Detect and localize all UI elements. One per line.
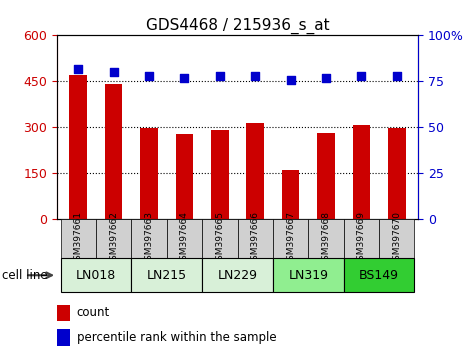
Bar	[57, 329, 70, 346]
Text: GSM397662: GSM397662	[109, 211, 118, 267]
FancyBboxPatch shape	[273, 258, 344, 292]
Text: LN319: LN319	[288, 269, 328, 282]
Text: cell line: cell line	[2, 269, 48, 282]
Bar	[282, 170, 299, 219]
FancyBboxPatch shape	[344, 258, 415, 292]
FancyBboxPatch shape	[131, 219, 167, 258]
FancyBboxPatch shape	[379, 219, 415, 258]
FancyBboxPatch shape	[344, 219, 379, 258]
Point	[110, 69, 117, 75]
Point	[75, 66, 82, 72]
Point	[216, 73, 224, 79]
Text: GSM397665: GSM397665	[215, 211, 224, 267]
Bar	[140, 128, 158, 219]
FancyBboxPatch shape	[167, 219, 202, 258]
Bar	[317, 133, 335, 219]
Point	[145, 73, 153, 79]
Text: LN215: LN215	[147, 269, 187, 282]
Bar	[176, 134, 193, 219]
FancyBboxPatch shape	[308, 219, 344, 258]
Text: LN018: LN018	[76, 269, 116, 282]
Text: GSM397667: GSM397667	[286, 211, 295, 267]
Title: GDS4468 / 215936_s_at: GDS4468 / 215936_s_at	[146, 18, 329, 34]
Text: GSM397670: GSM397670	[392, 211, 401, 267]
Text: GSM397666: GSM397666	[251, 211, 260, 267]
Text: BS149: BS149	[359, 269, 399, 282]
Text: GSM397668: GSM397668	[322, 211, 331, 267]
FancyBboxPatch shape	[238, 219, 273, 258]
FancyBboxPatch shape	[202, 219, 238, 258]
Point	[393, 73, 400, 79]
Point	[251, 73, 259, 79]
FancyBboxPatch shape	[202, 258, 273, 292]
Text: count: count	[77, 306, 110, 319]
FancyBboxPatch shape	[131, 258, 202, 292]
Text: GSM397663: GSM397663	[144, 211, 153, 267]
FancyBboxPatch shape	[60, 258, 131, 292]
Point	[322, 75, 330, 81]
FancyBboxPatch shape	[273, 219, 308, 258]
Point	[358, 73, 365, 79]
FancyBboxPatch shape	[60, 219, 96, 258]
Bar	[247, 123, 264, 219]
Text: GSM397661: GSM397661	[74, 211, 83, 267]
Point	[287, 77, 294, 82]
Bar	[105, 84, 123, 219]
FancyBboxPatch shape	[96, 219, 131, 258]
Bar	[352, 125, 370, 219]
Bar	[69, 75, 87, 219]
Point	[180, 75, 188, 81]
Text: GSM397664: GSM397664	[180, 211, 189, 267]
Bar	[388, 128, 406, 219]
Bar	[57, 304, 70, 321]
Text: LN229: LN229	[218, 269, 257, 282]
Bar	[211, 130, 228, 219]
Text: GSM397669: GSM397669	[357, 211, 366, 267]
Text: percentile rank within the sample: percentile rank within the sample	[77, 331, 276, 344]
